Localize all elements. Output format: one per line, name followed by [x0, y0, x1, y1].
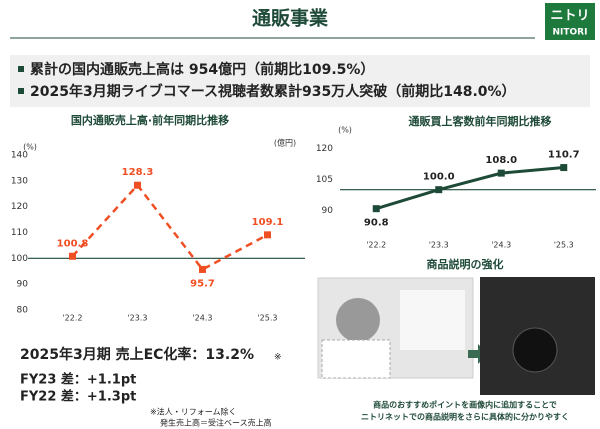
x-tick-label: '24.3 — [491, 241, 511, 250]
x-tick-label: '24.3 — [192, 314, 212, 323]
chart-title: 通販買上客数前年同期比推移 — [409, 114, 552, 128]
bullet-box — [10, 55, 590, 107]
y-tick-label: 140 — [11, 151, 28, 161]
chart-title: 国内通販売上高·前年同期比推移 — [71, 113, 229, 127]
x-tick-label: '22.2 — [366, 241, 386, 250]
value-label: 109.1 — [252, 217, 284, 228]
series-line — [375, 166, 564, 211]
x-tick-label: '25.3 — [554, 241, 574, 250]
ec-fy22: FY22 差：+1.3pt — [20, 389, 136, 405]
y-tick-label: 120 — [316, 144, 333, 154]
value-label: 100.0 — [423, 172, 455, 183]
y-tick-label: 90 — [322, 206, 334, 216]
y-axis-label: (%) — [338, 126, 352, 135]
y-tick-label: 100 — [11, 254, 28, 264]
bullet: 2025年3月期ライブコマース視聴者数累計935万人突破（前期比148.0%） — [30, 83, 516, 100]
note: 発生売上高＝受注ベース売上高 — [160, 418, 272, 428]
bullet-icon — [18, 66, 24, 72]
y-tick-label: 110 — [11, 228, 28, 238]
marker — [134, 181, 141, 189]
value-label: 90.8 — [364, 218, 389, 229]
y-tick-label: 90 — [17, 280, 29, 290]
value-label: 100.8 — [57, 238, 89, 249]
bullet: 累計の国内通販売上高は 954億円（前期比109.5%） — [30, 61, 374, 78]
product-image-detail — [321, 339, 391, 379]
y-tick-label: 105 — [316, 175, 333, 185]
value-label: 95.7 — [190, 278, 215, 289]
marker — [264, 231, 271, 239]
caption: 商品のおすすめポイントを画像内に追加することで — [373, 400, 557, 410]
product-photo-detail — [512, 327, 558, 373]
marker — [497, 169, 505, 177]
product-image-detail — [336, 298, 380, 342]
x-tick-label: '22.2 — [62, 314, 82, 323]
x-tick-label: '23.3 — [429, 241, 449, 250]
marker — [560, 164, 568, 172]
y-tick-label: 80 — [17, 306, 29, 316]
bullet-icon — [18, 88, 24, 94]
value-label: 110.7 — [548, 150, 580, 161]
marker — [69, 252, 76, 260]
logo-box — [545, 3, 595, 40]
value-label: 128.3 — [122, 167, 154, 178]
product-image-detail — [400, 290, 465, 350]
y-tick-label: 120 — [11, 202, 28, 212]
unit-label: (億円) — [274, 138, 296, 148]
marker — [199, 265, 206, 273]
ec-mark: ※ — [274, 353, 282, 363]
logo-top: ニトリ — [550, 9, 589, 24]
x-tick-label: '23.3 — [127, 314, 147, 323]
marker — [372, 205, 380, 213]
value-label: 108.0 — [485, 155, 517, 166]
y-tick-label: 130 — [11, 176, 28, 186]
caption: ニトリネットでの商品説明をさらに具体的に分かりやすく — [361, 412, 569, 422]
slide-title: 通販事業 — [252, 7, 329, 30]
series-line — [71, 183, 269, 272]
feature-title: 商品説明の強化 — [427, 257, 504, 271]
ec-fy23: FY23 差：+1.1pt — [20, 372, 136, 388]
x-tick-label: '25.3 — [257, 314, 277, 323]
logo-bottom: NITORI — [553, 28, 588, 38]
note: ※法人・リフォーム除く — [150, 407, 236, 417]
y-axis-label: (%) — [23, 143, 37, 152]
marker — [435, 186, 443, 194]
ec-headline: 2025年3月期 売上EC化率：13.2% — [20, 346, 254, 363]
